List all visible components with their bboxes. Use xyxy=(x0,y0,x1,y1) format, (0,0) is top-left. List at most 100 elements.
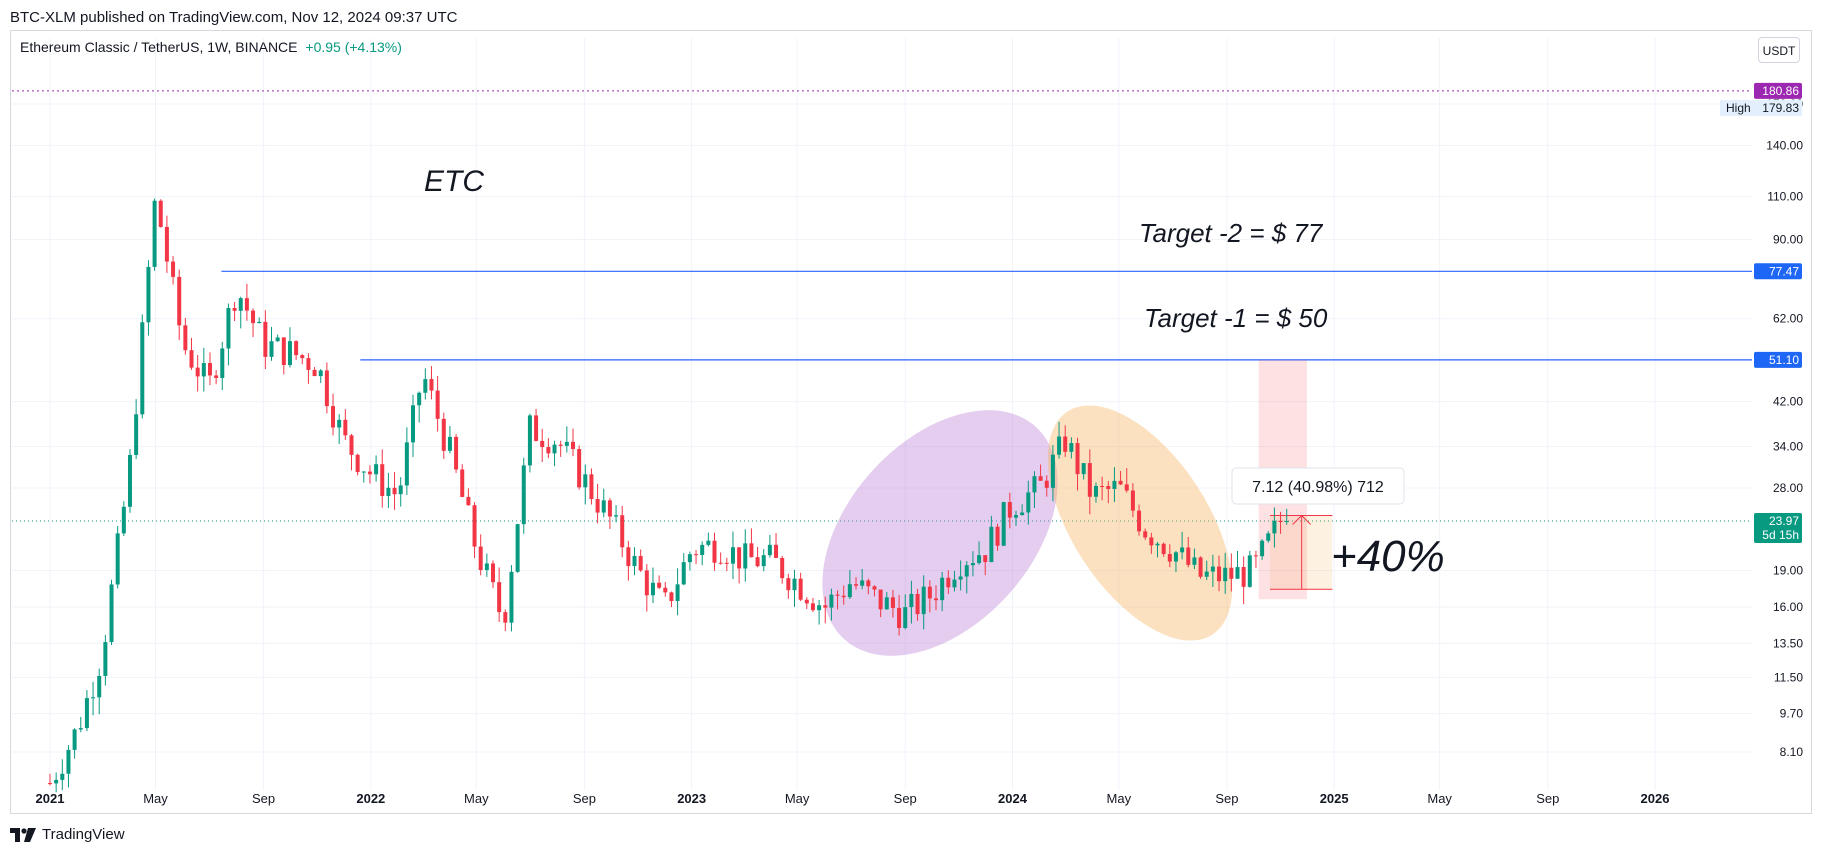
candle-body xyxy=(620,515,625,548)
candle-body xyxy=(626,547,631,567)
candle-body xyxy=(367,471,372,475)
candle-body xyxy=(503,612,508,623)
candle-body xyxy=(829,594,834,608)
candle-body xyxy=(189,350,194,368)
candle-body xyxy=(1161,543,1166,555)
price-label-high-top-bg xyxy=(1754,82,1802,99)
candle-body xyxy=(392,487,397,495)
annotations: ETC Target -2 = $ 77 Target -1 = $ 50 +40% 7… xyxy=(424,165,1445,581)
candle-body xyxy=(638,555,643,571)
candle-body xyxy=(1044,480,1049,488)
candle-body xyxy=(164,226,169,262)
candle-body xyxy=(854,584,859,586)
candle-body xyxy=(91,697,96,699)
candle-body xyxy=(226,308,231,349)
time-tick-label: Sep xyxy=(1215,791,1238,806)
candle-body xyxy=(158,200,163,227)
grid xyxy=(12,38,1752,790)
candle-body xyxy=(909,593,914,608)
candle-body xyxy=(1112,480,1117,489)
candle-body xyxy=(1007,502,1012,518)
candle-body xyxy=(890,597,895,608)
candle-body xyxy=(558,444,563,446)
candle-body xyxy=(755,557,760,567)
candle-body xyxy=(1137,510,1142,532)
price-label-last: 23.97 xyxy=(1769,514,1799,528)
candle-body xyxy=(1167,554,1172,562)
candle-body xyxy=(650,582,655,596)
price-label-target-1-bg xyxy=(1754,351,1802,368)
candle-body xyxy=(583,474,588,488)
candle-body xyxy=(1087,463,1092,497)
candle-body xyxy=(349,435,354,455)
candle-body xyxy=(792,578,797,591)
candle-body xyxy=(743,543,748,569)
candle-body xyxy=(491,563,496,583)
candle-body xyxy=(66,749,71,774)
countdown-label: 5d 15h xyxy=(1762,528,1799,542)
candle-body xyxy=(472,505,477,547)
candle-body xyxy=(121,506,126,534)
overlays xyxy=(12,90,1752,656)
candle-body xyxy=(577,449,582,488)
candle-body xyxy=(1106,486,1111,489)
candle-body xyxy=(404,442,409,486)
high-tag-value: 179.83 xyxy=(1762,101,1799,115)
candle-body xyxy=(1032,476,1037,493)
price-tick-label: 13.50 xyxy=(1773,636,1803,650)
measure-tooltip-text: 7.12 (40.98%) 712 xyxy=(1252,479,1384,496)
candle-body xyxy=(140,322,145,415)
candle-body xyxy=(589,474,594,499)
time-tick-label: May xyxy=(785,791,810,806)
time-tick-label: May xyxy=(143,791,168,806)
symbol-legend[interactable]: Ethereum Classic / TetherUS, 1W, BINANCE… xyxy=(20,39,402,55)
candle-body xyxy=(878,589,883,610)
candle-body xyxy=(1026,492,1031,513)
candle-body xyxy=(134,414,139,455)
candle-body xyxy=(257,321,262,324)
candle-body xyxy=(804,599,809,604)
candle-body xyxy=(1130,490,1135,511)
candle-body xyxy=(417,392,422,406)
time-tick-label: 2026 xyxy=(1641,791,1670,806)
price-tick-label: 19.00 xyxy=(1773,564,1803,578)
candle-body xyxy=(663,587,668,593)
candle-body xyxy=(460,469,465,497)
candle-body xyxy=(564,441,569,446)
candle-body xyxy=(183,325,188,351)
annotation-target-2: Target -2 = $ 77 xyxy=(1139,218,1324,248)
candle-body xyxy=(300,355,305,359)
candle-body xyxy=(767,544,772,556)
candle-body xyxy=(534,415,539,441)
candle-body xyxy=(1186,547,1191,565)
candle-body xyxy=(817,605,822,611)
candle-body xyxy=(607,500,612,517)
candle-body xyxy=(478,546,483,571)
price-tick-label: 8.10 xyxy=(1780,745,1804,759)
candle-body xyxy=(312,369,317,377)
time-tick-label: 2025 xyxy=(1320,791,1349,806)
symbol-name: Ethereum Classic / TetherUS, 1W, BINANCE xyxy=(20,39,298,55)
candle-body xyxy=(983,555,988,563)
candle-body xyxy=(995,526,1000,546)
candle-body xyxy=(195,367,200,377)
candle-body xyxy=(1204,571,1209,577)
candle-body xyxy=(109,584,114,643)
measure-arrow-head xyxy=(1292,514,1312,525)
currency-button[interactable]: USDT xyxy=(1758,37,1800,63)
published-header: BTC-XLM published on TradingView.com, No… xyxy=(10,9,458,26)
candle-body xyxy=(540,440,545,448)
candle-body xyxy=(835,594,840,596)
candle-body xyxy=(1180,547,1185,553)
candle-body xyxy=(1278,520,1283,523)
candle-body xyxy=(601,500,606,513)
candle-body xyxy=(897,607,902,628)
candle-body xyxy=(380,464,385,497)
candle-body xyxy=(780,557,785,579)
candle-body xyxy=(694,554,699,556)
candle-body xyxy=(1272,520,1277,534)
candle-body xyxy=(1118,480,1123,485)
candle-body xyxy=(657,582,662,588)
annotation-symbol: ETC xyxy=(424,165,484,198)
